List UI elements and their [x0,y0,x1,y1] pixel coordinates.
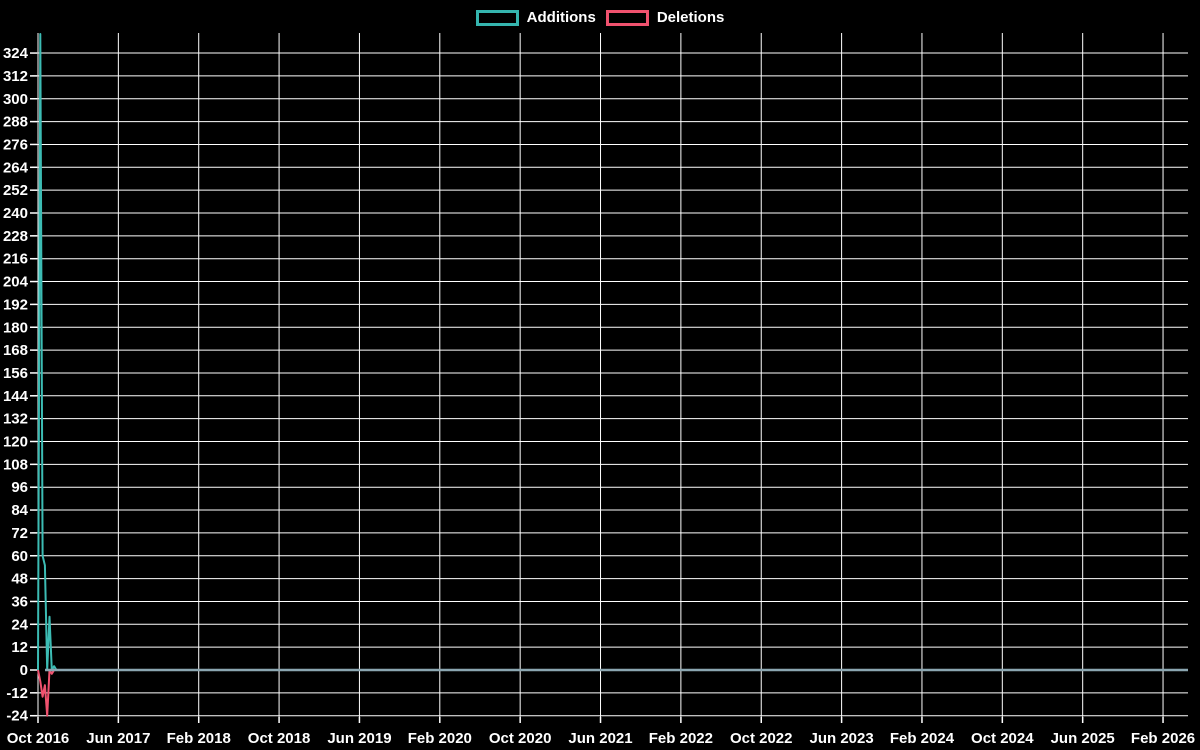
y-tick-label: 48 [11,571,28,588]
legend-item-deletions[interactable]: Deletions [605,9,725,26]
x-tick-label: Feb 2020 [408,730,472,747]
y-tick-label: 228 [3,228,28,245]
x-tick-label: Feb 2024 [890,730,955,747]
additions-line [37,33,1187,671]
y-tick-label: 168 [3,342,28,359]
y-tick-label: 204 [3,274,29,291]
chart-legend: Additions Deletions [0,8,1200,28]
y-tick-label: 84 [11,502,28,519]
y-tick-label: 240 [3,205,28,222]
deletions-swatch-icon [605,10,649,26]
y-tick-label: 60 [11,548,28,565]
y-tick-label: -12 [6,685,28,702]
y-tick-label: 324 [3,45,29,62]
x-tick-label: Feb 2018 [167,730,231,747]
y-tick-label: 108 [3,456,28,473]
y-tick-label: 276 [3,136,28,153]
x-tick-label: Oct 2022 [730,730,793,747]
x-tick-label: Oct 2024 [971,730,1034,747]
x-tick-label: Feb 2022 [649,730,713,747]
y-tick-label: 36 [11,593,28,610]
y-tick-label: 144 [3,388,29,405]
x-tick-label: Feb 2026 [1131,730,1195,747]
y-tick-label: 132 [3,411,28,428]
y-tick-label: -24 [6,708,28,725]
additions-swatch-icon [475,10,519,26]
legend-label-additions: Additions [526,9,596,26]
x-tick-label: Jun 2019 [327,730,391,747]
x-tick-label: Oct 2016 [7,730,70,747]
y-tick-label: 264 [3,159,29,176]
y-tick-label: 72 [11,525,28,542]
y-tick-label: 156 [3,365,28,382]
y-tick-label: 12 [11,639,28,656]
y-tick-label: 288 [3,114,28,131]
x-tick-label: Jun 2025 [1051,730,1115,747]
y-tick-label: 120 [3,434,28,451]
y-tick-label: 96 [11,479,28,496]
x-tick-label: Oct 2018 [248,730,311,747]
y-tick-label: 0 [20,662,28,679]
legend-item-additions[interactable]: Additions [475,9,596,26]
y-tick-label: 192 [3,296,28,313]
x-tick-label: Oct 2020 [489,730,552,747]
x-tick-label: Jun 2023 [809,730,873,747]
y-tick-label: 252 [3,182,28,199]
legend-label-deletions: Deletions [656,9,725,26]
y-tick-label: 216 [3,251,28,268]
x-tick-label: Jun 2021 [568,730,632,747]
y-tick-label: 24 [11,616,28,633]
y-tick-label: 312 [3,68,28,85]
y-tick-label: 300 [3,91,28,108]
y-tick-label: 180 [3,319,28,336]
x-tick-label: Jun 2017 [86,730,150,747]
